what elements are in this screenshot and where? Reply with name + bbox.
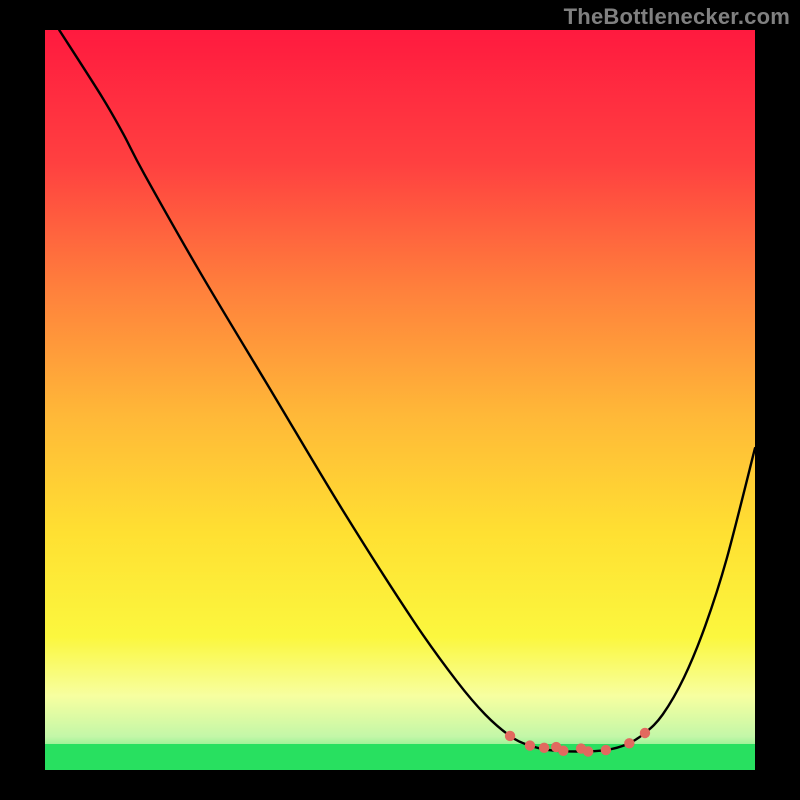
curve-marker: [539, 743, 549, 753]
figure-root: TheBottlenecker.com: [0, 0, 800, 800]
plot-area: [45, 30, 755, 770]
main-curve: [59, 30, 755, 752]
curve-marker: [624, 738, 634, 748]
watermark-text: TheBottlenecker.com: [564, 4, 790, 30]
curve-marker: [583, 746, 593, 756]
curve-marker: [525, 740, 535, 750]
curve-marker: [601, 745, 611, 755]
chart-svg: [45, 30, 755, 770]
curve-marker: [640, 728, 650, 738]
curve-marker: [505, 731, 515, 741]
curve-marker: [558, 746, 568, 756]
